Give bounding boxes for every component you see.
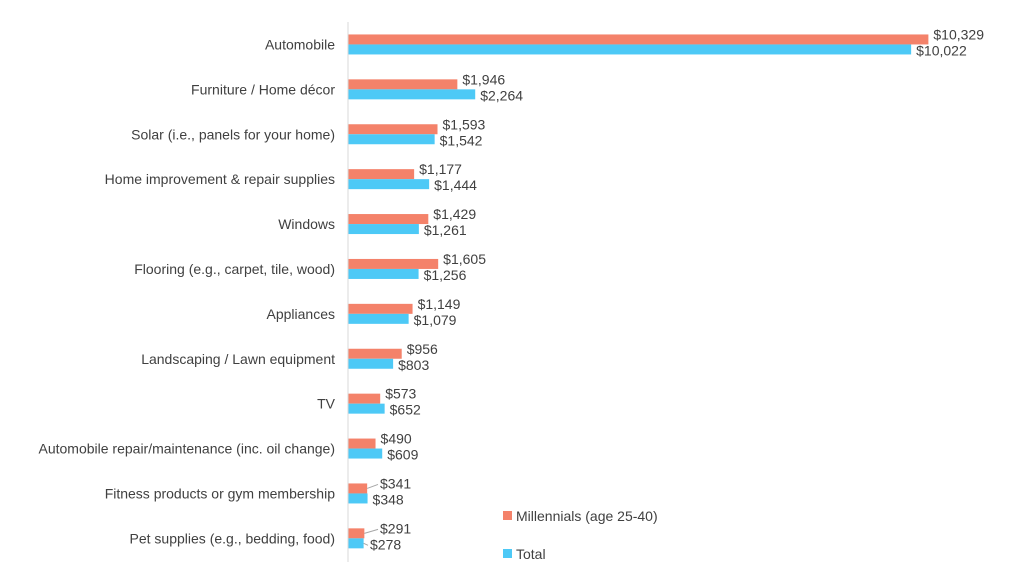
value-label-total-home-improvement-repair-supplies: $1,444 bbox=[434, 177, 477, 193]
value-label-millennials-windows: $1,429 bbox=[433, 206, 476, 222]
value-label-millennials-solar-i-e-panels-for-your-home: $1,593 bbox=[443, 116, 486, 132]
category-label-pet-supplies-e-g-bedding-food: Pet supplies (e.g., bedding, food) bbox=[130, 530, 335, 546]
value-label-total-tv: $652 bbox=[390, 402, 421, 418]
bar-total-automobile bbox=[348, 44, 912, 55]
category-label-automobile-repair-maintenance-inc-oil-change: Automobile repair/maintenance (inc. oil … bbox=[39, 441, 336, 457]
value-label-total-flooring-e-g-carpet-tile-wood: $1,256 bbox=[424, 267, 467, 283]
value-label-millennials-landscaping-lawn-equipment: $956 bbox=[407, 341, 438, 357]
bar-millennials-pet-supplies-e-g-bedding-food bbox=[348, 528, 365, 539]
legend-swatch-millennials bbox=[503, 511, 512, 520]
legend-label-millennials: Millennials (age 25-40) bbox=[516, 508, 658, 524]
value-label-total-automobile-repair-maintenance-inc-oil-change: $609 bbox=[387, 447, 418, 463]
value-label-millennials-home-improvement-repair-supplies: $1,177 bbox=[419, 161, 462, 177]
value-label-millennials-fitness-products-or-gym-membership: $341 bbox=[380, 475, 411, 491]
legend-swatch-total bbox=[503, 549, 512, 558]
leader-line-total-pet-supplies-e-g-bedding-food bbox=[363, 542, 369, 546]
legend: Millennials (age 25-40) Total bbox=[503, 508, 658, 562]
bar-total-solar-i-e-panels-for-your-home bbox=[348, 134, 435, 145]
bar-millennials-flooring-e-g-carpet-tile-wood bbox=[348, 258, 439, 269]
value-label-total-windows: $1,261 bbox=[424, 222, 467, 238]
bar-millennials-fitness-products-or-gym-membership bbox=[348, 483, 368, 494]
bar-total-automobile-repair-maintenance-inc-oil-change bbox=[348, 448, 383, 459]
bar-total-landscaping-lawn-equipment bbox=[348, 358, 394, 369]
value-label-total-appliances: $1,079 bbox=[414, 312, 457, 328]
bar-total-appliances bbox=[348, 313, 409, 324]
bar-millennials-furniture-home-d-cor bbox=[348, 79, 458, 90]
value-label-millennials-automobile-repair-maintenance-inc-oil-change: $490 bbox=[381, 431, 412, 447]
bar-millennials-automobile-repair-maintenance-inc-oil-change bbox=[348, 438, 376, 449]
bar-millennials-tv bbox=[348, 393, 381, 404]
category-label-automobile: Automobile bbox=[265, 36, 335, 52]
bar-millennials-landscaping-lawn-equipment bbox=[348, 348, 402, 359]
category-label-landscaping-lawn-equipment: Landscaping / Lawn equipment bbox=[141, 351, 335, 367]
bars-group bbox=[348, 34, 929, 549]
value-label-total-automobile: $10,022 bbox=[916, 42, 967, 58]
category-label-solar-i-e-panels-for-your-home: Solar (i.e., panels for your home) bbox=[131, 126, 335, 142]
bar-millennials-solar-i-e-panels-for-your-home bbox=[348, 124, 438, 135]
leader-line-millennials-pet-supplies-e-g-bedding-food bbox=[364, 528, 379, 534]
bar-millennials-appliances bbox=[348, 303, 413, 314]
value-label-total-fitness-products-or-gym-membership: $348 bbox=[373, 491, 404, 507]
bar-total-furniture-home-d-cor bbox=[348, 89, 476, 100]
category-label-furniture-home-d-cor: Furniture / Home décor bbox=[191, 81, 335, 97]
bar-total-flooring-e-g-carpet-tile-wood bbox=[348, 268, 419, 279]
bar-millennials-automobile bbox=[348, 34, 929, 45]
category-label-tv: TV bbox=[317, 396, 336, 412]
value-label-millennials-tv: $573 bbox=[385, 386, 416, 402]
bar-millennials-windows bbox=[348, 214, 429, 225]
value-label-millennials-automobile: $10,329 bbox=[933, 26, 984, 42]
value-label-millennials-flooring-e-g-carpet-tile-wood: $1,605 bbox=[443, 251, 486, 267]
bar-total-pet-supplies-e-g-bedding-food bbox=[348, 538, 364, 549]
leader-line-millennials-fitness-products-or-gym-membership bbox=[366, 483, 379, 489]
category-label-home-improvement-repair-supplies: Home improvement & repair supplies bbox=[105, 171, 335, 187]
category-label-fitness-products-or-gym-membership: Fitness products or gym membership bbox=[105, 485, 336, 501]
category-label-appliances: Appliances bbox=[267, 306, 336, 322]
value-label-total-pet-supplies-e-g-bedding-food: $278 bbox=[370, 536, 401, 552]
value-label-total-solar-i-e-panels-for-your-home: $1,542 bbox=[440, 132, 483, 148]
value-label-millennials-appliances: $1,149 bbox=[418, 296, 461, 312]
category-label-windows: Windows bbox=[278, 216, 335, 232]
value-label-total-landscaping-lawn-equipment: $803 bbox=[398, 357, 429, 373]
category-label-flooring-e-g-carpet-tile-wood: Flooring (e.g., carpet, tile, wood) bbox=[134, 261, 335, 277]
value-label-millennials-pet-supplies-e-g-bedding-food: $291 bbox=[380, 520, 411, 536]
legend-label-total: Total bbox=[516, 546, 546, 562]
bar-total-tv bbox=[348, 403, 385, 414]
bar-total-fitness-products-or-gym-membership bbox=[348, 493, 368, 504]
labels-group: Automobile $10,329$10,022 Furniture / Home… bbox=[39, 26, 985, 552]
bar-total-home-improvement-repair-supplies bbox=[348, 179, 430, 190]
bar-millennials-home-improvement-repair-supplies bbox=[348, 169, 415, 180]
value-label-millennials-furniture-home-d-cor: $1,946 bbox=[462, 71, 505, 87]
bar-total-windows bbox=[348, 224, 419, 235]
value-label-total-furniture-home-d-cor: $2,264 bbox=[480, 87, 523, 103]
